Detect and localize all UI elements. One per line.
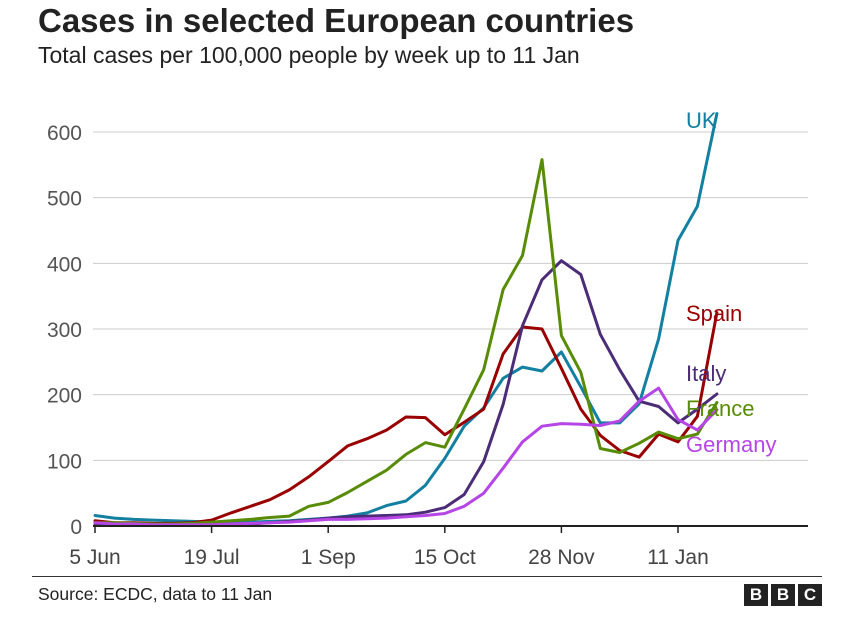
x-axis: 5 Jun 19 Jul 1 Sep 15 Oct 28 Nov 11 Jan [69, 525, 808, 569]
line-chart: 0 100 200 300 400 500 600 UK Spain Italy France Ge… [47, 108, 808, 569]
series-label-germany: Germany [686, 432, 776, 457]
series-labels: UK Spain Italy France Germany [686, 108, 776, 457]
series-label-france: France [686, 396, 754, 421]
x-tick-label: 11 Jan [647, 546, 709, 569]
y-axis-tick-labels: 0 100 200 300 400 500 600 [47, 122, 82, 539]
x-tick-label: 15 Oct [414, 546, 476, 569]
x-tick-label: 19 Jul [184, 546, 240, 569]
series-line-germany [93, 386, 719, 527]
bbc-logo-letter: B [744, 584, 768, 606]
y-tick-label: 200 [47, 385, 82, 408]
series-line-france [93, 158, 719, 526]
y-tick-label: 100 [47, 450, 82, 473]
bbc-logo-letter: C [798, 584, 822, 606]
chart-subtitle: Total cases per 100,000 people by week u… [38, 42, 580, 68]
series-lines [93, 112, 719, 527]
series-label-uk: UK [686, 108, 717, 133]
x-tick-label: 28 Nov [528, 546, 595, 569]
x-tick-label: 1 Sep [301, 546, 356, 569]
bbc-logo: B B C [744, 584, 822, 606]
x-tick-label: 5 Jun [69, 546, 120, 569]
bbc-logo-letter: B [771, 584, 795, 606]
y-tick-label: 300 [47, 319, 82, 342]
y-tick-label: 500 [47, 188, 82, 211]
series-label-spain: Spain [686, 301, 742, 326]
y-tick-label: 400 [47, 253, 82, 276]
y-tick-label: 0 [70, 516, 82, 539]
gridlines [93, 131, 808, 461]
footer-divider [32, 576, 822, 577]
chart-title: Cases in selected European countries [38, 2, 635, 39]
y-tick-label: 600 [47, 122, 82, 145]
series-label-italy: Italy [686, 361, 726, 386]
series-line-italy [93, 259, 719, 527]
source-note: Source: ECDC, data to 11 Jan [38, 584, 273, 604]
